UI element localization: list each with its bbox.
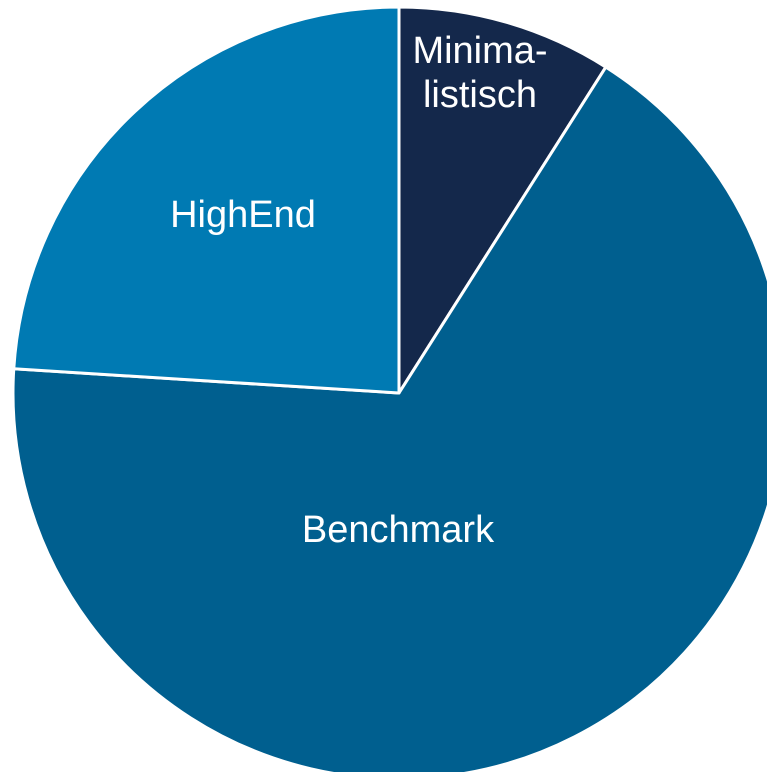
pie-slice-benchmark	[11, 65, 767, 772]
pie-labels: Minima-listisch Benchmark HighEnd	[170, 30, 547, 551]
pie-slice-minimalistisch	[397, 5, 608, 395]
pie-label-highend: HighEnd	[170, 194, 316, 236]
pie-label-minimalistisch: Minima-listisch	[412, 30, 547, 116]
pie-label-benchmark: Benchmark	[302, 509, 495, 551]
pie-slice-highend	[12, 5, 401, 395]
pie-slices	[11, 5, 767, 772]
